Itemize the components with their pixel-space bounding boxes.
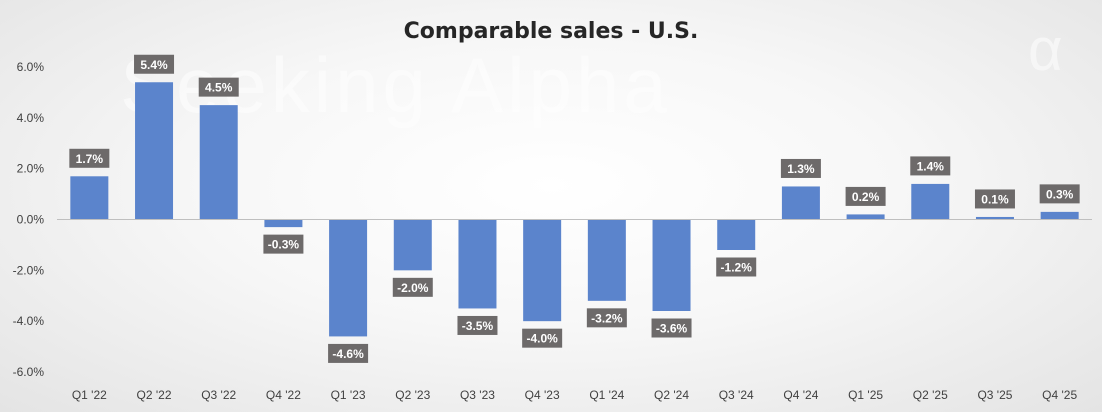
bar [264, 219, 303, 228]
data-label-box [716, 257, 757, 277]
data-label-box [198, 77, 239, 97]
data-label-box [328, 343, 369, 363]
bar [523, 219, 562, 322]
x-tick-label: Q4 '25 [1042, 388, 1077, 402]
data-label-box [69, 148, 110, 168]
x-tick-label: Q3 '25 [977, 388, 1012, 402]
data-label: 1.7% [76, 152, 104, 166]
x-tick-label: Q1 '23 [331, 388, 366, 402]
data-label-box [392, 277, 433, 297]
data-label: 0.3% [1046, 187, 1074, 201]
bar-series [70, 82, 1079, 337]
bar [975, 216, 1014, 220]
data-label: 4.5% [205, 81, 233, 95]
y-tick-label: 6.0% [17, 60, 45, 74]
x-tick-label: Q3 '23 [460, 388, 495, 402]
data-label-box [586, 308, 627, 328]
bar [781, 186, 820, 220]
data-label: -3.6% [656, 322, 688, 336]
data-label-box [780, 158, 821, 178]
data-label: -4.6% [332, 347, 364, 361]
data-label: -0.3% [268, 238, 300, 252]
bar [135, 82, 174, 220]
data-label-box [974, 189, 1015, 209]
x-tick-label: Q2 '25 [913, 388, 948, 402]
data-label: -4.0% [526, 332, 558, 346]
x-tick-label: Q3 '22 [201, 388, 236, 402]
bar [70, 176, 109, 220]
watermark-alpha-symbol: α [1028, 16, 1067, 83]
bar [911, 183, 950, 220]
data-label: 0.2% [852, 190, 880, 204]
y-tick-label: 2.0% [17, 162, 45, 176]
x-tick-label: Q4 '24 [783, 388, 818, 402]
y-axis: 6.0% 4.0% 2.0% 0.0% -2.0% -4.0% -6.0% [13, 60, 45, 379]
bar [458, 219, 497, 309]
bar [199, 105, 238, 220]
y-tick-label: -6.0% [13, 365, 45, 379]
x-axis: Q1 '22 Q2 '22 Q3 '22 Q4 '22 Q1 '23 Q2 '23 Q3 '… [72, 388, 1078, 402]
y-tick-label: -4.0% [13, 314, 45, 328]
data-label-box [134, 54, 175, 74]
x-tick-label: Q1 '24 [589, 388, 624, 402]
bar [393, 219, 432, 271]
bar [846, 214, 885, 220]
y-tick-label: -2.0% [13, 263, 45, 277]
data-label: 0.1% [981, 192, 1009, 206]
data-label-box [522, 328, 563, 348]
data-label: -3.2% [591, 311, 623, 325]
data-label-box [910, 156, 951, 176]
data-label: -2.0% [397, 281, 429, 295]
data-label-box [457, 315, 498, 335]
y-tick-label: 0.0% [17, 213, 45, 227]
x-tick-label: Q4 '23 [525, 388, 560, 402]
x-tick-label: Q3 '24 [719, 388, 754, 402]
data-label: 1.4% [917, 159, 945, 173]
data-label: -1.2% [721, 261, 753, 275]
data-label-box [1039, 184, 1080, 204]
data-label-box [845, 186, 886, 206]
x-tick-label: Q1 '25 [848, 388, 883, 402]
bar [329, 219, 368, 337]
data-label-box [651, 318, 692, 338]
data-label: 5.4% [140, 58, 168, 72]
bar [1040, 211, 1079, 220]
data-labels: 1.7% 5.4% 4.5% -0.3% -4.6% -2.0% -3.5% -4.0% -3.… [69, 54, 1080, 363]
data-label-box [263, 234, 304, 254]
x-tick-label: Q2 '22 [137, 388, 172, 402]
bar [717, 219, 756, 250]
data-label: 1.3% [787, 162, 815, 176]
y-tick-label: 4.0% [17, 111, 45, 125]
x-tick-label: Q1 '22 [72, 388, 107, 402]
x-tick-label: Q2 '23 [395, 388, 430, 402]
data-label: -3.5% [462, 319, 494, 333]
bar [587, 219, 626, 301]
x-tick-label: Q4 '22 [266, 388, 301, 402]
chart-title: Comparable sales - U.S. [404, 19, 699, 44]
x-tick-label: Q2 '24 [654, 388, 689, 402]
bar [652, 219, 691, 311]
